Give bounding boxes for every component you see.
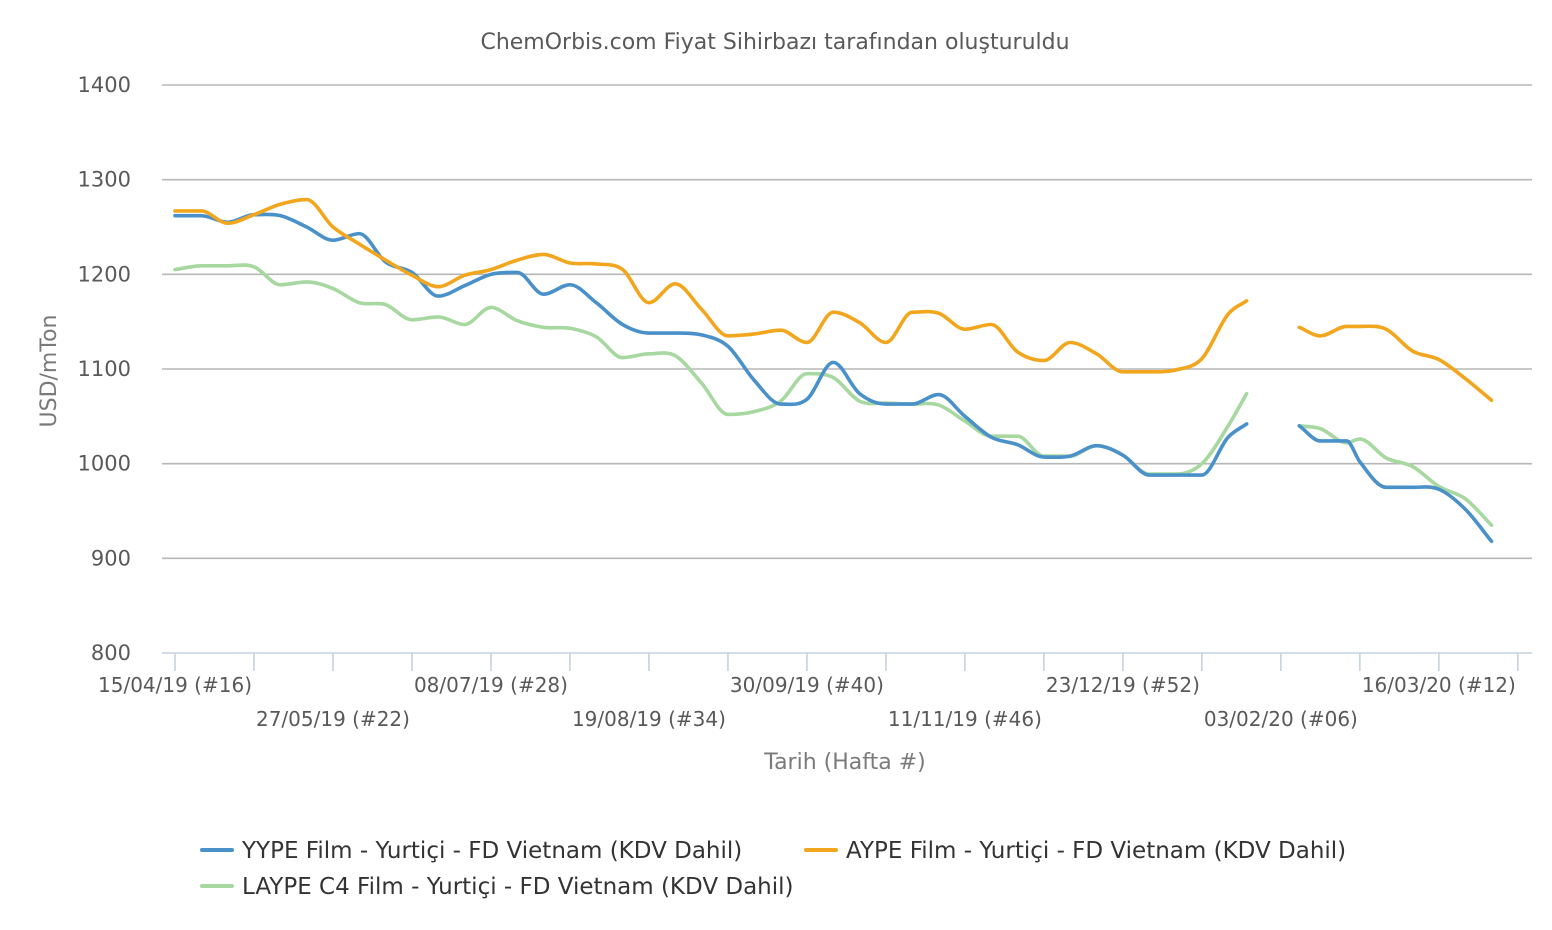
series-3-line-segment — [1297, 424, 1494, 527]
series-2 — [173, 197, 1494, 403]
chart-subtitle: ChemOrbis.com Fiyat Sihirbazı tarafından… — [480, 30, 1069, 55]
series-2-line-segment — [1297, 324, 1494, 403]
x-tick-label: 15/04/19 (#16) — [98, 673, 252, 697]
legend-item-2[interactable]: AYPE Film - Yurtiçi - FD Vietnam (KDV Da… — [804, 838, 1346, 864]
x-tick-label: 03/02/20 (#06) — [1204, 707, 1358, 731]
x-axis: 15/04/19 (#16)27/05/19 (#22)08/07/19 (#2… — [98, 652, 1532, 731]
y-tick-label: 1400 — [78, 73, 131, 97]
series-1-line-segment — [173, 212, 1249, 477]
y-axis-title: USD/mTon — [37, 315, 62, 428]
gridlines — [162, 84, 1532, 560]
x-tick-label: 19/08/19 (#34) — [572, 707, 726, 731]
series-1-line-segment — [1297, 424, 1494, 544]
y-tick-label: 1100 — [78, 357, 131, 381]
legend-label: YYPE Film - Yurtiçi - FD Vietnam (KDV Da… — [241, 838, 742, 864]
y-tick-label: 1200 — [78, 262, 131, 286]
x-tick-label: 16/03/20 (#12) — [1362, 673, 1516, 697]
legend-label: AYPE Film - Yurtiçi - FD Vietnam (KDV Da… — [846, 838, 1346, 864]
series-lines — [173, 197, 1494, 544]
x-tick-label: 23/12/19 (#52) — [1046, 673, 1200, 697]
x-axis-title: Tarih (Hafta #) — [763, 750, 925, 775]
legend: YYPE Film - Yurtiçi - FD Vietnam (KDV Da… — [200, 838, 1346, 900]
series-2-line-segment — [173, 197, 1249, 374]
y-axis-ticks: 800 900 1000 1100 1200 1300 1400 — [78, 73, 131, 665]
series-1 — [173, 212, 1494, 544]
legend-label: LAYPE C4 Film - Yurtiçi - FD Vietnam (KD… — [242, 874, 794, 900]
y-tick-label: 900 — [91, 546, 131, 570]
x-tick-label: 08/07/19 (#28) — [414, 673, 568, 697]
legend-item-3[interactable]: LAYPE C4 Film - Yurtiçi - FD Vietnam (KD… — [200, 874, 794, 900]
y-tick-label: 1300 — [78, 168, 131, 192]
x-tick-label: 30/09/19 (#40) — [730, 673, 884, 697]
x-tick-label: 27/05/19 (#22) — [256, 707, 410, 731]
y-tick-label: 1000 — [78, 452, 131, 476]
series-3 — [173, 263, 1494, 527]
x-tick-label: 11/11/19 (#46) — [888, 707, 1042, 731]
y-tick-label: 800 — [91, 641, 131, 665]
legend-item-1[interactable]: YYPE Film - Yurtiçi - FD Vietnam (KDV Da… — [200, 838, 742, 864]
